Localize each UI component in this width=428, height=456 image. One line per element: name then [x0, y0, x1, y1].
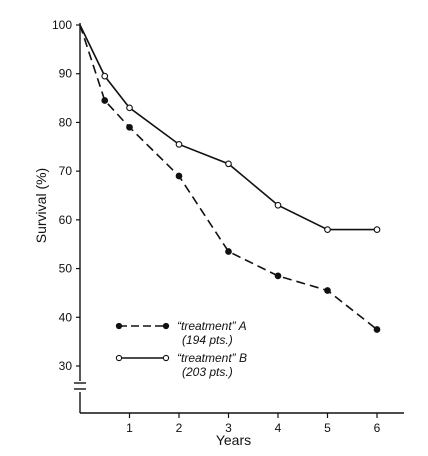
- data-point: [324, 226, 331, 233]
- data-point: [225, 248, 232, 255]
- data-point: [101, 97, 109, 104]
- data-point: [126, 104, 133, 112]
- x-tick-label: 1: [126, 421, 133, 435]
- data-point: [274, 201, 282, 209]
- y-tick-label: 40: [59, 310, 73, 324]
- data-point: [175, 172, 183, 180]
- legend: “treatment” A(194 pts.) “treatment” B(203…: [115, 319, 247, 379]
- legend-sublabel: (194 pts.): [182, 333, 233, 347]
- y-tick-label: 90: [59, 67, 73, 81]
- legend-sublabel: (203 pts.): [182, 365, 233, 379]
- data-point: [175, 141, 183, 148]
- legend-marker: [162, 322, 170, 330]
- data-point: [274, 272, 282, 280]
- y-tick-label: 30: [59, 359, 73, 373]
- series-line: [79, 24, 377, 231]
- x-axis-title: Years: [216, 432, 251, 448]
- y-tick-label: 50: [59, 262, 73, 276]
- x-tick-label: 3: [225, 421, 232, 435]
- series-line: [79, 24, 378, 331]
- legend-label: “treatment” B: [177, 351, 247, 365]
- series-a: [79, 24, 381, 333]
- y-axis-title: Survival (%): [33, 168, 49, 243]
- data-point: [101, 72, 109, 80]
- legend-marker: [162, 354, 170, 362]
- legend-marker: [115, 354, 123, 362]
- x-tick-label: 6: [374, 421, 381, 435]
- data-point: [225, 160, 232, 168]
- axes-layer: 30 40 50 60 70 80 90 100 1 2 3 4 5 6: [52, 18, 404, 435]
- series-layer: [79, 24, 381, 333]
- data-point: [373, 326, 381, 333]
- legend-label: “treatment” A: [177, 319, 247, 333]
- data-point: [373, 226, 381, 233]
- y-tick-label: 100: [52, 18, 72, 32]
- x-tick-label: 5: [324, 421, 331, 435]
- data-point: [324, 287, 331, 294]
- data-point: [126, 123, 133, 131]
- legend-marker: [115, 322, 123, 330]
- x-tick-label: 2: [176, 421, 183, 435]
- y-tick-label: 60: [59, 213, 73, 227]
- y-tick-label: 80: [59, 115, 73, 129]
- series-b: [79, 24, 381, 233]
- x-tick-label: 4: [275, 421, 282, 435]
- y-tick-label: 70: [59, 164, 73, 178]
